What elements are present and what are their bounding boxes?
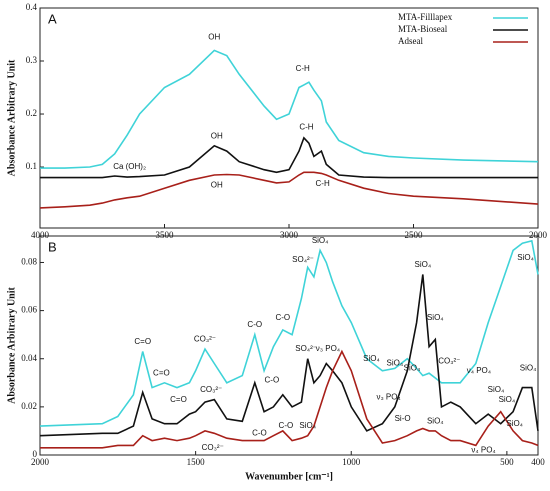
peak-annotation: C-H bbox=[296, 64, 310, 73]
peak-annotation: SiO₄ bbox=[299, 421, 316, 430]
peak-annotation: CO₃²⁻ bbox=[194, 335, 216, 344]
legend-label: Adseal bbox=[398, 36, 423, 46]
y-axis-label: Absorbance Arbitrary Unit bbox=[6, 59, 17, 176]
y-tick-label: 0.04 bbox=[21, 353, 37, 363]
peak-annotation: SiO₄ bbox=[312, 236, 329, 245]
peak-annotation: SiO₄ bbox=[415, 260, 432, 269]
y-tick-label: 0.06 bbox=[21, 305, 37, 315]
y-tick-label: 0.08 bbox=[21, 257, 37, 267]
peak-annotation: C-H bbox=[316, 179, 330, 188]
x-tick-label: 3000 bbox=[280, 230, 299, 240]
peak-annotation: SiO₄ bbox=[517, 253, 534, 262]
peak-annotation: ν₃ PO₄ bbox=[316, 344, 340, 353]
peak-annotation: OH bbox=[211, 131, 223, 140]
peak-annotation: CO₃²⁻ bbox=[200, 385, 222, 394]
y-tick-label: 0.3 bbox=[26, 55, 38, 65]
y-tick-label: 0.1 bbox=[26, 161, 37, 171]
spectrum-line bbox=[40, 349, 539, 449]
peak-annotation: SiO₄ bbox=[506, 419, 523, 428]
spectrum-line bbox=[40, 136, 538, 179]
x-tick-label: 4000 bbox=[31, 230, 50, 240]
x-tick-label: 2500 bbox=[405, 230, 424, 240]
peak-annotation: C-O bbox=[247, 320, 262, 329]
peak-annotation: ν₄ PO₄ bbox=[467, 366, 491, 375]
x-axis-label: Wavenumber [cm⁻¹] bbox=[245, 471, 333, 482]
peak-annotation: SiO₄ bbox=[387, 359, 404, 368]
peak-annotation: C-O bbox=[252, 428, 267, 437]
x-tick-label: 2000 bbox=[529, 230, 548, 240]
y-tick-label: 0 bbox=[33, 449, 38, 459]
peak-annotation: OH bbox=[211, 181, 223, 190]
spectrum-line bbox=[39, 239, 539, 427]
peak-annotation: Ca (OH)₂ bbox=[113, 162, 146, 171]
x-tick-label: 2000 bbox=[31, 457, 50, 467]
peak-annotation: C-O bbox=[275, 313, 290, 322]
spectrum-line bbox=[39, 171, 539, 209]
peak-annotation: ν₄ PO₄ bbox=[471, 445, 495, 454]
spectrum-line bbox=[40, 49, 539, 169]
x-tick-label: 400 bbox=[531, 457, 545, 467]
plot-frame bbox=[39, 7, 539, 229]
peak-annotation: C-O bbox=[265, 376, 280, 385]
peak-annotation: CO₃²⁻ bbox=[438, 356, 460, 365]
peak-annotation: SiO₄ bbox=[363, 354, 380, 363]
peak-annotation: CO₃²⁻ bbox=[202, 443, 224, 452]
peak-annotation: ν₃ PO₄ bbox=[376, 392, 400, 401]
peak-annotation: OH bbox=[208, 32, 220, 41]
y-axis-label: Absorbance Arbitrary Unit bbox=[6, 287, 17, 404]
x-tick-label: 500 bbox=[500, 457, 514, 467]
peak-annotation: C=O bbox=[134, 337, 151, 346]
y-tick-label: 0.02 bbox=[21, 401, 37, 411]
legend-label: MTA-Bioseal bbox=[398, 24, 448, 34]
peak-annotation: SiO₄ bbox=[427, 313, 444, 322]
peak-annotation: SiO₄ bbox=[520, 363, 537, 372]
peak-annotation: SiO₄ bbox=[427, 416, 444, 425]
y-tick-label: 0.2 bbox=[26, 108, 37, 118]
peak-annotation: C=O bbox=[153, 368, 170, 377]
x-tick-label: 1500 bbox=[187, 457, 206, 467]
x-tick-label: 3500 bbox=[156, 230, 175, 240]
panel-title: B bbox=[48, 239, 57, 254]
peak-annotation: C-H bbox=[299, 122, 313, 131]
plot-frame bbox=[39, 235, 539, 456]
peak-annotation: SO₄²⁻ bbox=[295, 344, 317, 353]
peak-annotation: Si-O bbox=[395, 414, 411, 423]
spectrum-line bbox=[39, 274, 539, 437]
peak-annotation: SiO₄ bbox=[404, 363, 421, 372]
legend-label: MTA-Filllapex bbox=[398, 12, 453, 22]
peak-annotation: C=O bbox=[170, 395, 187, 404]
x-tick-label: 1000 bbox=[342, 457, 361, 467]
peak-annotation: SO₄²⁻ bbox=[292, 255, 314, 264]
y-tick-label: 0.4 bbox=[26, 2, 38, 12]
peak-annotation: SiO₄ bbox=[499, 395, 516, 404]
peak-annotation: C-O bbox=[279, 421, 294, 430]
peak-annotation: SiO₄ bbox=[488, 385, 505, 394]
panel-title: A bbox=[48, 11, 57, 26]
